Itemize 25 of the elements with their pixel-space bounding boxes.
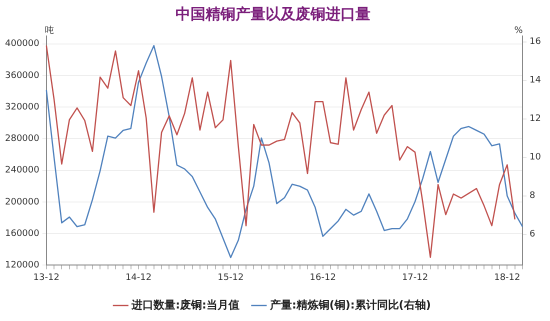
y-tick-label: 320000 [4, 102, 40, 112]
y-tick-label: 400000 [4, 39, 40, 50]
y-tick-label: 160000 [4, 228, 40, 239]
y-tick-label: 120000 [4, 260, 40, 271]
y2-tick-label: 12 [530, 114, 541, 124]
x-tick-label: 17-12 [402, 272, 428, 283]
y2-tick-label: 6 [530, 230, 536, 240]
y2-tick-label: 10 [530, 152, 542, 163]
y2-tick-label: 8 [530, 191, 536, 202]
y-tick-label: 280000 [4, 134, 40, 144]
x-tick-label: 13-12 [33, 272, 60, 283]
legend-label: 进口数量:废铜:当月值 [130, 298, 240, 312]
chart-title: 中国精铜产量以及废铜进口量 [176, 4, 370, 23]
y-axis-title: 吨 [44, 24, 54, 36]
x-tick-label: 16-12 [310, 272, 336, 283]
y2-tick-label: 16 [530, 37, 542, 48]
y-tick-label: 360000 [4, 70, 40, 81]
y-tick-label: 200000 [4, 197, 40, 208]
legend-label: 产量:精炼铜(铜):累计同比(右轴) [268, 298, 431, 312]
y2-tick-label: 14 [530, 76, 542, 86]
x-tick-label: 14-12 [125, 272, 152, 283]
x-tick-label: 18-12 [494, 272, 520, 283]
y2-axis-title: % [514, 26, 524, 36]
x-tick-label: 15-12 [218, 272, 244, 283]
y-tick-label: 240000 [4, 166, 40, 176]
